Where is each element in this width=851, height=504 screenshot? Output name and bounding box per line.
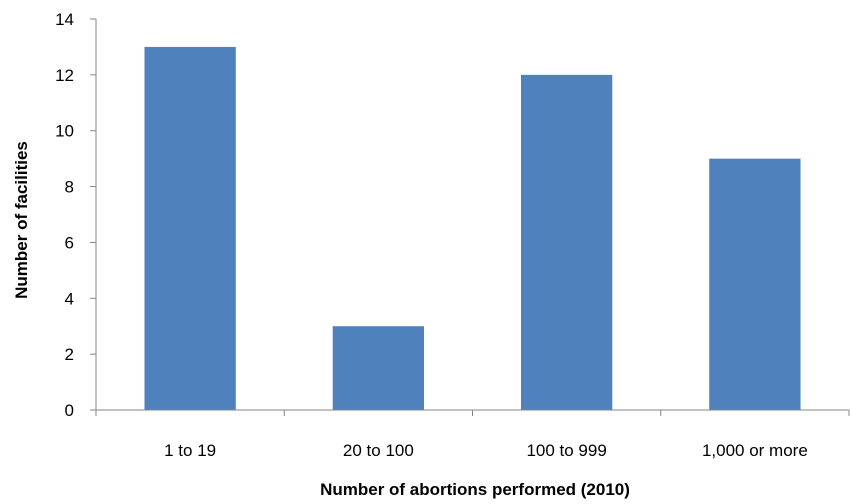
x-tick-label: 1,000 or more [702,441,808,460]
bar [144,46,236,411]
y-tick-label: 14 [55,10,74,29]
y-tick-label: 2 [65,345,74,364]
x-tick-label: 1 to 19 [164,441,216,460]
y-tick-label: 6 [65,233,74,252]
y-tick-label: 4 [65,289,74,308]
y-tick-label: 12 [55,66,74,85]
y-axis-title: Number of facilities [12,141,31,299]
x-axis-title: Number of abortions performed (2010) [320,480,630,499]
y-tick-label: 8 [65,178,74,197]
bar [520,74,613,410]
tick-labels-layer: 0 2 4 6 8 10 12 14 1 to 19 20 to 100 100 to 999 1,0… [55,10,808,460]
bar [332,326,425,410]
axes-layer [90,18,850,416]
y-tick-label: 10 [55,122,74,141]
y-tick-label: 0 [65,401,74,420]
bar [709,158,801,410]
bars-layer [144,46,801,411]
x-tick-label: 20 to 100 [343,441,414,460]
x-tick-label: 100 to 999 [526,441,606,460]
